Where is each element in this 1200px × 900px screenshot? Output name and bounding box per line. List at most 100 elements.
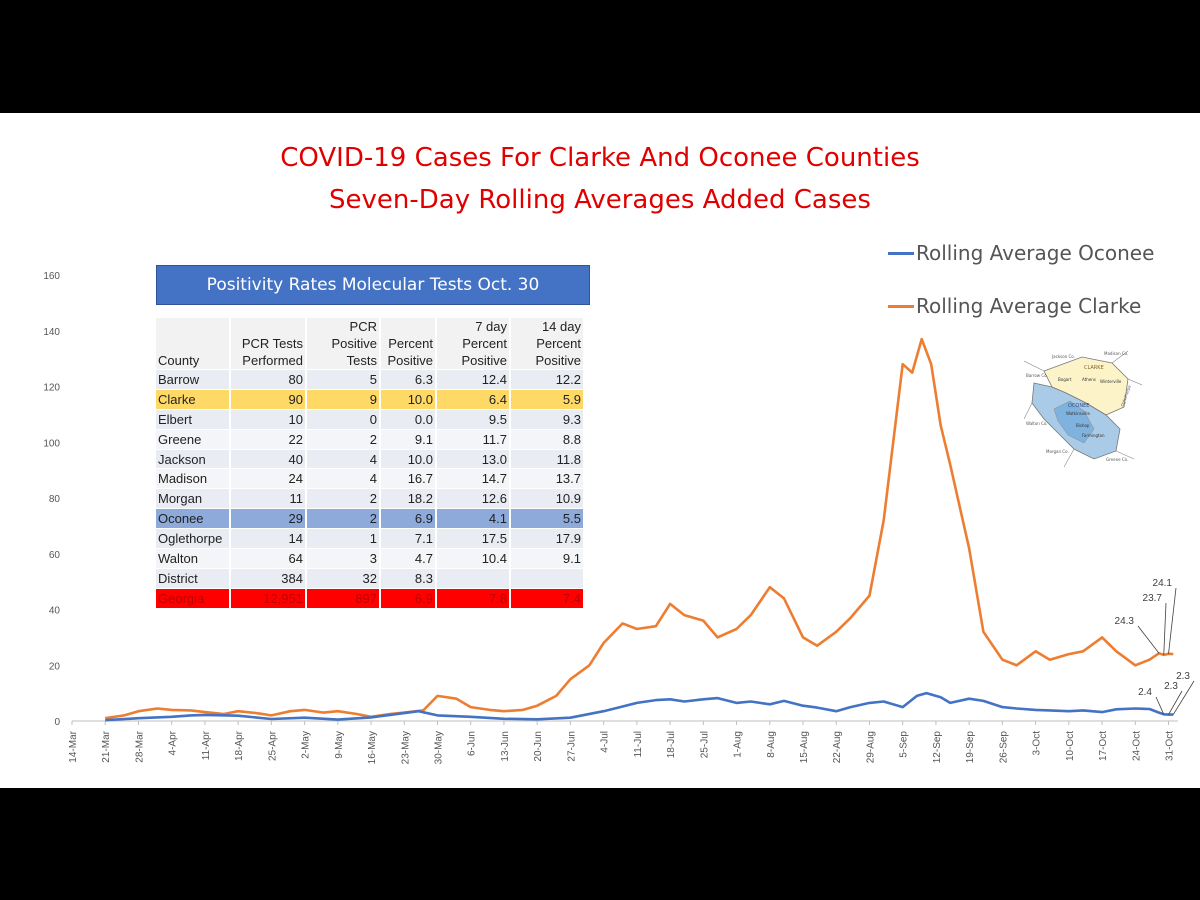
annotation-leader — [1172, 680, 1195, 715]
cell-county: Barrow — [156, 369, 231, 390]
y-tick-label: 0 — [54, 717, 60, 728]
table-body: Barrow 80 5 6.3 12.4 12.2 Clarke 90 9 10.0 6.4 5.9 E… — [156, 369, 585, 609]
legend-swatch-clarke — [888, 304, 914, 308]
cell-pcr-tests: 11 — [230, 488, 307, 510]
cell-county: Oconee — [156, 508, 231, 530]
cell-14day — [510, 568, 585, 589]
legend-item-oconee: Rolling Average Oconee — [888, 241, 1154, 265]
x-tick-label: 6-Jun — [467, 731, 478, 756]
cell-percent-positive: 18.2 — [380, 488, 437, 510]
svg-text:Morgan Co.: Morgan Co. — [1046, 449, 1069, 454]
cell-pcr-tests: 90 — [230, 389, 307, 410]
cell-pcr-positive: 9 — [306, 389, 381, 410]
cell-pcr-positive: 0 — [306, 409, 381, 430]
legend-label-oconee: Rolling Average Oconee — [916, 241, 1155, 265]
x-tick-label: 28-Mar — [134, 730, 145, 762]
cell-pcr-tests: 40 — [230, 449, 307, 470]
svg-text:Athens: Athens — [1082, 377, 1096, 382]
series-layer — [105, 337, 1174, 722]
cell-7day: 9.5 — [436, 409, 511, 430]
cell-percent-positive: 6.9 — [380, 508, 437, 530]
x-tick-label: 11-Jul — [633, 731, 644, 758]
svg-text:Jackson Co.: Jackson Co. — [1051, 354, 1075, 359]
table-row: Oconee 29 2 6.9 4.1 5.5 — [156, 508, 585, 530]
cell-percent-positive: 10.0 — [380, 449, 437, 470]
cell-pcr-positive: 32 — [306, 568, 381, 589]
data-label: 24.1 — [1153, 578, 1173, 589]
x-tick-label: 5-Sep — [899, 731, 910, 758]
cell-county: Elbert — [156, 409, 231, 430]
legend-label-clarke: Rolling Average Clarke — [916, 294, 1142, 318]
table-row: Clarke 90 9 10.0 6.4 5.9 — [156, 389, 585, 410]
cell-pcr-tests: 64 — [230, 548, 307, 569]
table-row: Jackson 40 4 10.0 13.0 11.8 — [156, 449, 585, 470]
cell-14day: 8.8 — [510, 429, 585, 450]
y-tick-label: 80 — [49, 494, 61, 505]
cell-7day: 13.0 — [436, 449, 511, 470]
y-tick-label: 120 — [43, 383, 60, 394]
x-tick-label: 1-Aug — [733, 731, 744, 758]
cell-7day: 17.5 — [436, 528, 511, 550]
annotation-leader — [1163, 602, 1167, 655]
cell-county: Morgan — [156, 488, 231, 510]
col-header-pcr-positive: PCR Positive Tests — [306, 318, 381, 370]
cell-14day: 9.1 — [510, 548, 585, 569]
chart-title-line2: Seven-Day Rolling Averages Added Cases — [329, 185, 871, 215]
series-line-clarke — [105, 337, 1174, 720]
cell-county: Oglethorpe — [156, 528, 231, 550]
y-tick-label: 20 — [49, 661, 61, 672]
chart-slide: 0 20 40 60 80 100 120 140 160 14-Mar 21-Mar 28-Mar… — [0, 113, 1200, 788]
cell-14day: 5.5 — [510, 508, 585, 530]
x-tick-label: 30-May — [434, 731, 445, 764]
cell-percent-positive: 6.3 — [380, 369, 437, 390]
cell-pcr-positive: 2 — [306, 508, 381, 530]
col-header-percent-positive: Percent Positive — [380, 318, 437, 370]
x-tick-label: 23-May — [400, 731, 411, 764]
y-tick-label: 40 — [49, 606, 61, 617]
x-tick-label: 10-Oct — [1065, 731, 1076, 761]
cell-7day: 7.8 — [436, 588, 511, 609]
x-tick-label: 14-Mar — [68, 730, 79, 762]
cell-7day: 12.4 — [436, 369, 511, 390]
legend-swatch-oconee — [888, 251, 914, 255]
annotations-layer: 2.4 2.32.3 24.3 23.7 24.1 — [1115, 578, 1195, 715]
y-tick-label: 140 — [43, 327, 60, 338]
cell-county: Jackson — [156, 449, 231, 470]
table-header-row: County PCR Tests Performed PCR Positive … — [156, 318, 585, 370]
x-tick-label: 13-Jun — [500, 731, 511, 762]
cell-county: Walton — [156, 548, 231, 569]
cell-14day: 5.9 — [510, 389, 585, 410]
table-row: Oglethorpe 14 1 7.1 17.5 17.9 — [156, 528, 585, 550]
cell-14day: 13.7 — [510, 468, 585, 490]
x-tick-label: 19-Sep — [965, 731, 976, 764]
x-tick-label: 18-Apr — [234, 730, 245, 761]
cell-county: Clarke — [156, 389, 231, 410]
data-label: 24.3 — [1115, 616, 1135, 627]
x-tick-label: 25-Jul — [699, 731, 710, 758]
col-header-pcr-tests: PCR Tests Performed — [230, 318, 307, 370]
cell-14day: 17.9 — [510, 528, 585, 550]
svg-text:Madison Co.: Madison Co. — [1104, 351, 1128, 356]
x-tick-label: 21-Mar — [101, 730, 112, 762]
cell-pcr-tests: 29 — [230, 508, 307, 530]
x-tick-label: 20-Jun — [533, 731, 544, 762]
cell-pcr-tests: 12,951 — [230, 588, 307, 609]
data-label: 2.3 — [1164, 681, 1178, 692]
x-axis: 14-Mar 21-Mar 28-Mar 4-Apr 11-Apr 18-Apr 25-Ap… — [68, 720, 1178, 764]
cell-7day: 12.6 — [436, 488, 511, 510]
y-tick-label: 100 — [43, 438, 60, 449]
cell-7day: 11.7 — [436, 429, 511, 450]
x-tick-label: 3-Oct — [1032, 731, 1043, 756]
cell-pcr-positive: 3 — [306, 548, 381, 569]
annotation-leader — [1155, 696, 1165, 715]
svg-text:CLARKE: CLARKE — [1084, 365, 1104, 371]
x-tick-label: 4-Jul — [600, 731, 611, 753]
x-tick-label: 2-May — [301, 731, 312, 759]
cell-14day: 9.3 — [510, 409, 585, 430]
cell-county: District — [156, 568, 231, 589]
cell-percent-positive: 4.7 — [380, 548, 437, 569]
col-header-county: County — [156, 318, 231, 370]
svg-text:OCONEE: OCONEE — [1068, 403, 1089, 409]
cell-pcr-positive: 897 — [306, 588, 381, 609]
